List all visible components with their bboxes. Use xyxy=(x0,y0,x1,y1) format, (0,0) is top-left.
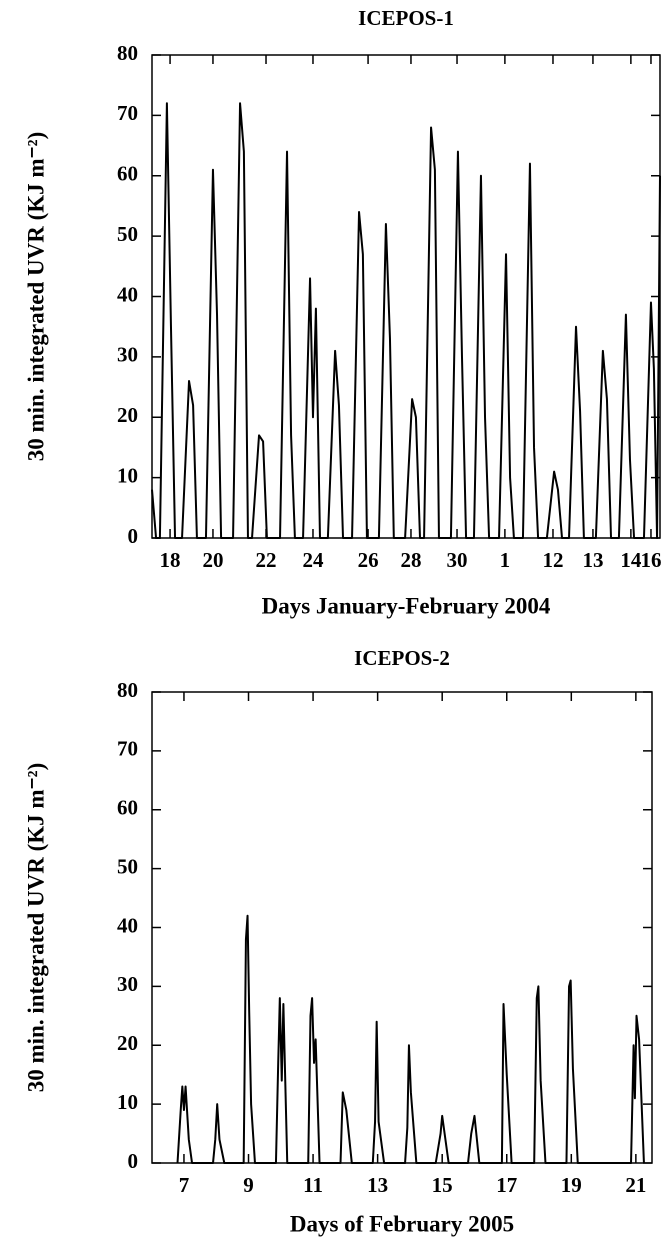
plot-frame xyxy=(151,691,653,1164)
x-tick-label: 1 xyxy=(500,548,511,572)
y-tick-label: 10 xyxy=(117,463,138,487)
y-tick-label: 70 xyxy=(117,737,138,761)
x-axis-label: Days January-February 2004 xyxy=(262,593,551,618)
y-tick-label: 50 xyxy=(117,854,138,878)
x-tick-label: 17 xyxy=(496,1173,517,1197)
x-tick-label: 15 xyxy=(432,1173,453,1197)
data-line xyxy=(176,914,645,1164)
y-tick-label: 40 xyxy=(117,913,138,937)
y-tick-label: 20 xyxy=(117,403,138,427)
y-tick-label: 50 xyxy=(117,222,138,246)
y-tick-label: 10 xyxy=(117,1090,138,1114)
x-tick-label: 19 xyxy=(561,1173,582,1197)
plot-frame xyxy=(151,54,661,539)
x-tick-label: 11 xyxy=(303,1173,323,1197)
x-tick-label: 26 xyxy=(358,548,379,572)
x-tick-label: 20 xyxy=(202,548,223,572)
x-tick-label: 24 xyxy=(302,548,324,572)
x-tick-label: 18 xyxy=(160,548,181,572)
x-tick-label: 28 xyxy=(400,548,421,572)
x-tick-label: 13 xyxy=(582,548,603,572)
y-tick-label: 60 xyxy=(117,162,138,186)
y-tick-label: 30 xyxy=(117,343,138,367)
y-tick-label: 0 xyxy=(128,1149,139,1173)
x-tick-label: 22 xyxy=(256,548,277,572)
y-axis-label: 30 min. integrated UVR (KJ m⁻²) xyxy=(23,763,48,1093)
x-axis-label: Days of February 2005 xyxy=(290,1211,514,1236)
y-tick-label: 30 xyxy=(117,972,138,996)
x-tick-label: 16 xyxy=(640,548,661,572)
y-tick-label: 0 xyxy=(128,524,139,548)
y-tick-label: 80 xyxy=(117,678,138,702)
y-tick-label: 70 xyxy=(117,101,138,125)
x-tick-label: 13 xyxy=(367,1173,388,1197)
chart-title: ICEPOS-1 xyxy=(358,6,454,30)
x-tick-label: 12 xyxy=(542,548,563,572)
x-tick-label: 21 xyxy=(625,1173,646,1197)
x-tick-label: 7 xyxy=(179,1173,190,1197)
y-tick-label: 80 xyxy=(117,41,138,65)
data-line xyxy=(151,102,661,539)
y-tick-label: 40 xyxy=(117,282,138,306)
x-tick-label: 9 xyxy=(243,1173,254,1197)
y-tick-label: 60 xyxy=(117,796,138,820)
x-tick-label: 30 xyxy=(447,548,468,572)
y-tick-label: 20 xyxy=(117,1031,138,1055)
chart-title: ICEPOS-2 xyxy=(354,646,450,670)
y-axis-label: 30 min. integrated UVR (KJ m⁻²) xyxy=(23,132,48,462)
x-tick-label: 14 xyxy=(620,548,642,572)
